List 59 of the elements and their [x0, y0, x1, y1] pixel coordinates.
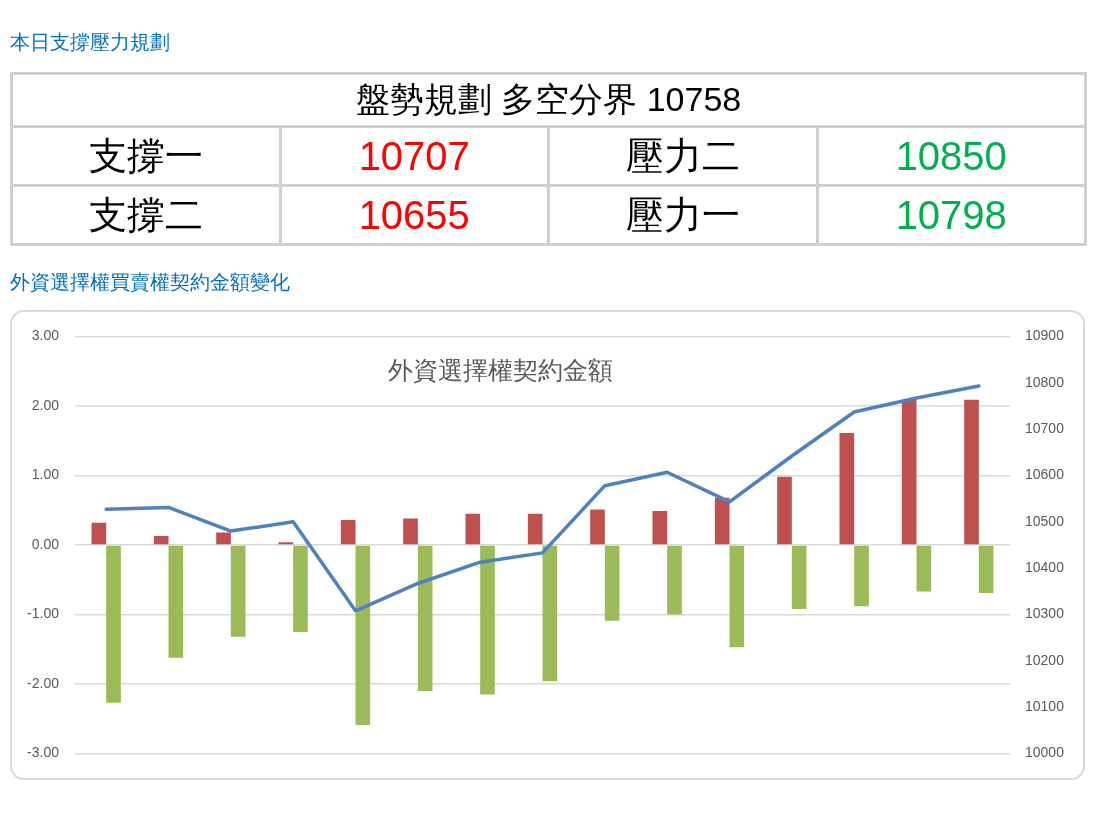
y2-tick-label: 10400 — [1025, 559, 1065, 576]
bar — [916, 545, 932, 592]
category-label: 壓力一 — [548, 185, 817, 245]
y2-tick-label: 10300 — [1025, 605, 1065, 622]
bar — [417, 545, 433, 692]
bar — [153, 535, 169, 545]
bar — [480, 545, 495, 695]
text: 本日支撐壓力規劃 — [10, 30, 170, 55]
text: 外資選擇權契約金額 — [387, 356, 613, 385]
bar — [854, 545, 869, 607]
text: 盤勢規劃 多空分界 10758 — [11, 73, 1086, 127]
y-tick-label: 0.00 — [31, 535, 60, 552]
category-label: 支撐一 — [11, 126, 280, 186]
bar — [106, 545, 121, 703]
y2-tick-label: 10000 — [1025, 744, 1065, 761]
y2-tick-label: 10700 — [1025, 419, 1065, 436]
y2-tick-label: 10600 — [1025, 466, 1065, 483]
bar — [340, 519, 356, 545]
bar — [542, 545, 558, 682]
y-tick-label: -2.00 — [27, 674, 60, 691]
bar — [91, 522, 107, 545]
y2-tick-label: 10100 — [1025, 698, 1065, 715]
text: 外資選擇權買賣權契約金額變化 — [10, 270, 290, 295]
bar — [355, 545, 371, 726]
bar — [839, 433, 855, 545]
bar — [604, 545, 620, 621]
bar — [667, 545, 682, 615]
bar — [293, 545, 308, 632]
y-tick-label: 1.00 — [31, 466, 60, 483]
bar — [527, 513, 543, 545]
category-label: 壓力二 — [548, 126, 817, 186]
bar — [230, 545, 246, 637]
y-tick-label: 3.00 — [31, 327, 60, 344]
y2-tick-label: 10500 — [1025, 512, 1065, 529]
data-label: 10798 — [817, 185, 1086, 245]
y2-tick-label: 10900 — [1025, 327, 1065, 344]
y-tick-label: -3.00 — [27, 744, 60, 761]
y-tick-label: 2.00 — [31, 396, 60, 413]
bar — [901, 399, 917, 545]
bar — [964, 399, 979, 545]
y2-tick-label: 10200 — [1025, 651, 1065, 668]
data-label: 10707 — [280, 126, 549, 186]
bar — [714, 497, 730, 545]
bar — [777, 476, 792, 545]
bar — [978, 545, 994, 593]
data-label: 10655 — [280, 185, 549, 245]
bar — [403, 518, 418, 545]
y2-tick-label: 10800 — [1025, 373, 1065, 390]
bar — [652, 510, 668, 545]
category-label: 支撐二 — [11, 185, 280, 245]
bar — [216, 532, 231, 545]
bar — [278, 542, 294, 545]
bar — [465, 513, 481, 545]
data-label: 10850 — [817, 126, 1086, 186]
bar — [791, 545, 807, 609]
bar — [168, 545, 184, 658]
bar — [729, 545, 745, 648]
y-tick-label: -1.00 — [27, 605, 60, 622]
bar — [590, 509, 605, 545]
